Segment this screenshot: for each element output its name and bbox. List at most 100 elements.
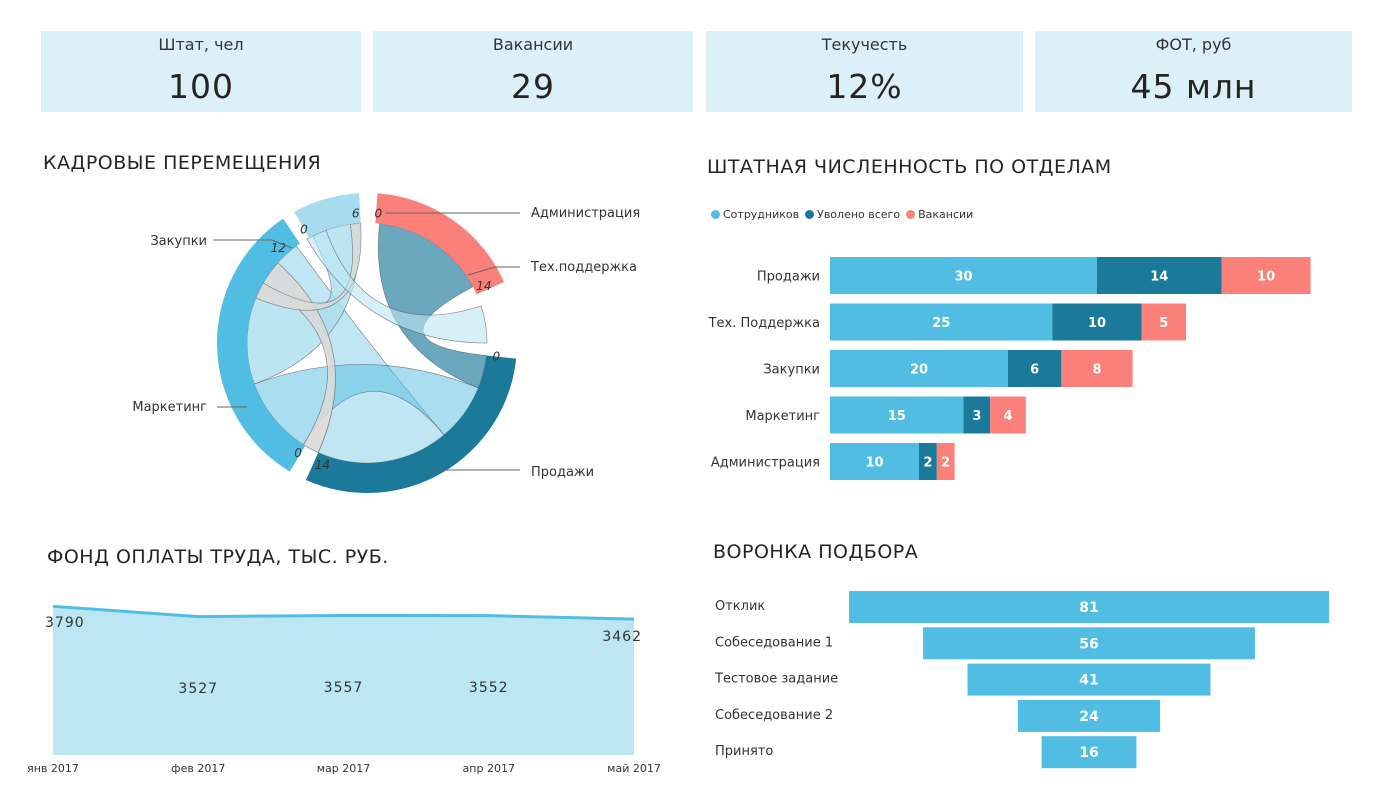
kpi-value: 45 млн bbox=[1130, 67, 1257, 106]
payroll-title: ФОНД ОПЛАТЫ ТРУДА, ТЫС. РУБ. bbox=[47, 546, 389, 568]
chord-node-label: Закупки bbox=[150, 234, 207, 249]
bar-segment bbox=[830, 443, 919, 480]
bar-segment bbox=[1097, 257, 1222, 294]
bar-value-label: 10 bbox=[1257, 270, 1275, 285]
bar-value-label: 14 bbox=[1150, 270, 1168, 285]
funnel-bar bbox=[967, 663, 1211, 696]
bar-segment bbox=[963, 396, 991, 434]
bar-segment bbox=[1052, 303, 1142, 341]
funnel-bar bbox=[1041, 736, 1137, 769]
chord-node-label: Продажи bbox=[531, 465, 594, 480]
kpi-card-vacancies: Вакансии 29 bbox=[373, 31, 693, 112]
funnel-bar bbox=[1017, 699, 1161, 732]
area-x-tick-label: мар 2017 bbox=[317, 762, 371, 775]
recruitment-funnel-chart[interactable]: Отклик 81 Собеседование 1 56 Тестовое задани… bbox=[700, 585, 1380, 780]
chord-node-label: Тех.поддержка bbox=[530, 260, 637, 275]
bar-segment bbox=[830, 350, 1008, 387]
bar-value-label: 15 bbox=[888, 409, 906, 424]
chord-ribbons bbox=[246, 222, 488, 464]
bar-segment bbox=[830, 257, 1097, 294]
area-value-label: 3527 bbox=[178, 681, 218, 697]
area-value-label: 3557 bbox=[324, 680, 364, 696]
chord-tick-label: 0 bbox=[492, 350, 500, 364]
chord-ribbon bbox=[255, 222, 362, 311]
bar-value-label: 2 bbox=[941, 456, 950, 471]
bar-value-label: 25 bbox=[932, 316, 950, 331]
kpi-value: 12% bbox=[826, 67, 903, 106]
area-value-label: 3552 bbox=[469, 680, 509, 696]
bar-value-label: 8 bbox=[1092, 363, 1101, 378]
funnel-stage-label: Собеседование 1 bbox=[715, 635, 833, 650]
bar-segment bbox=[1221, 257, 1311, 294]
kpi-card-turnover: Текучесть 12% bbox=[706, 31, 1023, 112]
funnel-bar bbox=[849, 591, 1329, 623]
chord-title: КАДРОВЫЕ ПЕРЕМЕЩЕНИЯ bbox=[43, 152, 322, 174]
legend-item[interactable]: Вакансии bbox=[906, 208, 973, 221]
bar-segment bbox=[1141, 303, 1186, 341]
chord-tick-label: 0 bbox=[300, 222, 308, 236]
chord-node-arc bbox=[305, 355, 517, 493]
chord-ribbon bbox=[306, 229, 488, 344]
funnel-value-label: 81 bbox=[1079, 600, 1098, 616]
legend-label: Сотрудников bbox=[723, 208, 800, 221]
bar-value-label: 5 bbox=[1159, 316, 1168, 331]
area-value-label: 3462 bbox=[602, 629, 642, 645]
area-x-tick-label: май 2017 bbox=[607, 762, 661, 775]
bar-value-label: 30 bbox=[954, 270, 972, 285]
kpi-card-payroll: ФОТ, руб 45 млн bbox=[1035, 31, 1352, 112]
payroll-area-chart[interactable]: 3790 янв 2017 3527 фев 2017 3557 мар 2017 3552… bbox=[20, 590, 680, 785]
bar-value-label: 10 bbox=[865, 456, 883, 471]
funnel-bar bbox=[923, 627, 1255, 660]
legend-item[interactable]: Сотрудников bbox=[711, 208, 799, 221]
kpi-label: Текучесть bbox=[821, 35, 908, 54]
kpi-card-staff: Штат, чел 100 bbox=[41, 31, 361, 112]
chord-tick-label: 6 bbox=[352, 206, 360, 220]
legend-label: Уволено всего bbox=[817, 208, 901, 221]
funnel-value-label: 56 bbox=[1079, 636, 1098, 652]
chord-tick-label: 14 bbox=[476, 279, 491, 293]
bar-value-label: 20 bbox=[910, 363, 928, 378]
kpi-label: Штат, чел bbox=[158, 35, 244, 54]
funnel-value-label: 16 bbox=[1079, 745, 1098, 761]
funnel-stage-label: Принято bbox=[715, 744, 773, 759]
bar-segment bbox=[1061, 350, 1133, 387]
bar-segment bbox=[1008, 350, 1062, 387]
bar-segment bbox=[830, 303, 1053, 341]
funnel-title: ВОРОНКА ПОДБОРА bbox=[713, 541, 919, 563]
chord-leader-line bbox=[213, 239, 293, 249]
bar-category-label: Тех. Поддержка bbox=[708, 316, 820, 331]
funnel-stage-label: Отклик bbox=[715, 599, 765, 614]
bar-category-label: Закупки bbox=[763, 363, 820, 378]
bar-segment bbox=[990, 396, 1026, 434]
bar-value-label: 2 bbox=[923, 456, 932, 471]
chord-ribbon bbox=[253, 364, 479, 446]
area-x-tick-label: апр 2017 bbox=[463, 762, 515, 775]
funnel-value-label: 24 bbox=[1079, 709, 1099, 725]
chord-node-label: Маркетинг bbox=[132, 400, 207, 415]
funnel-stage-label: Тестовое задание bbox=[714, 672, 838, 687]
area-x-tick-label: янв 2017 bbox=[27, 762, 79, 775]
bar-category-label: Администрация bbox=[711, 456, 820, 471]
bar-segment bbox=[919, 443, 937, 480]
bar-value-label: 6 bbox=[1030, 363, 1039, 378]
bar-value-label: 4 bbox=[1003, 409, 1012, 424]
bar-segment bbox=[936, 443, 955, 480]
legend-dot-fired bbox=[805, 210, 815, 219]
chord-node-arc bbox=[216, 218, 306, 472]
headcount-bar-chart[interactable]: Продажи 30 14 10 Тех. Поддержка 25 10 5 Закупки 2… bbox=[690, 245, 1370, 495]
chord-tick-label: 0 bbox=[294, 446, 302, 460]
funnel-value-label: 41 bbox=[1079, 673, 1098, 689]
chord-node-arc bbox=[294, 193, 361, 239]
area-fill bbox=[53, 606, 634, 755]
area-value-label: 3790 bbox=[45, 615, 85, 631]
chord-arcs bbox=[216, 193, 517, 493]
area-line bbox=[52, 604, 635, 621]
chord-tick-label: 14 bbox=[315, 458, 330, 472]
kpi-value: 29 bbox=[511, 67, 555, 106]
legend-item[interactable]: Уволено всего bbox=[805, 208, 900, 221]
legend-label: Вакансии bbox=[918, 208, 974, 221]
kpi-value: 100 bbox=[168, 67, 234, 106]
kpi-label: ФОТ, руб bbox=[1155, 35, 1232, 54]
